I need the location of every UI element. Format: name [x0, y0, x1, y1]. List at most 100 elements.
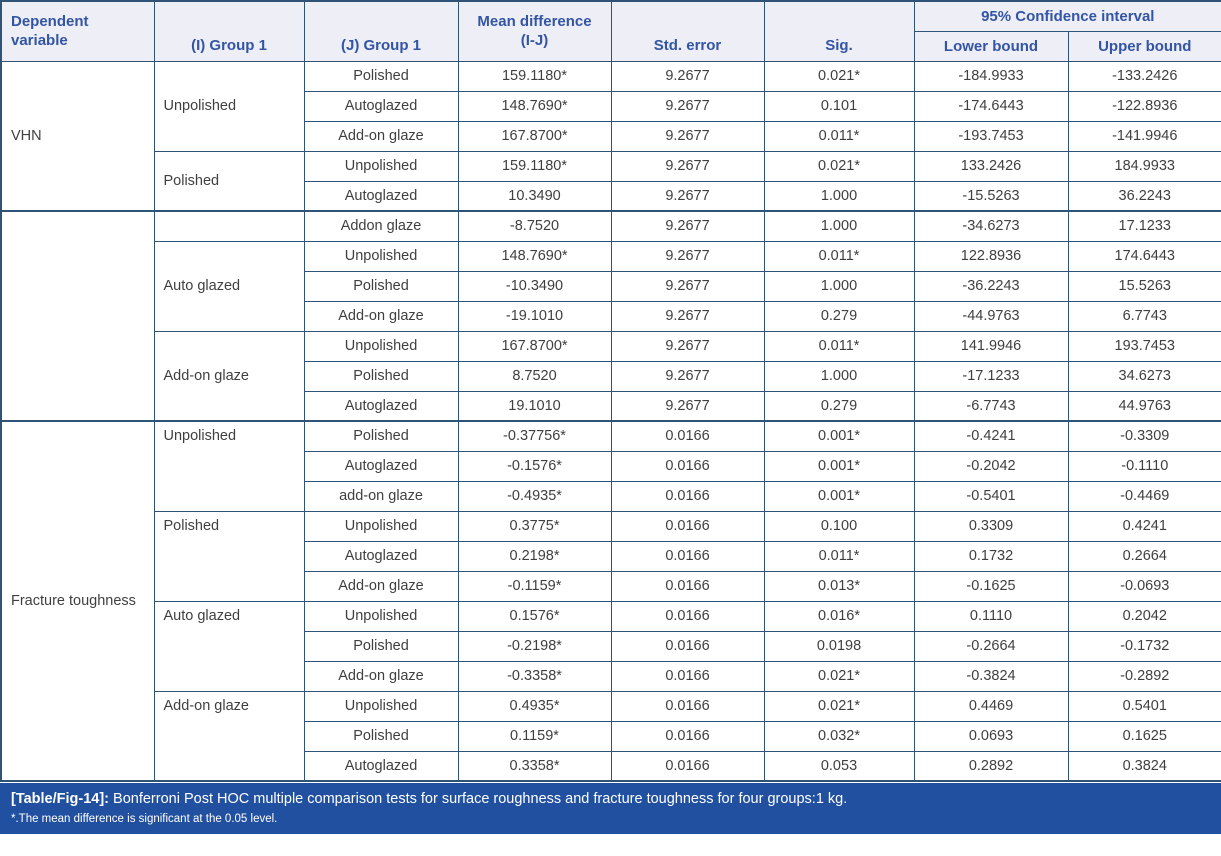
mean-difference-cell: 159.1180* [457, 150, 612, 182]
group-j-cell: Unpolished [303, 150, 459, 182]
table-row: Polished Unpolished 0.3775* 0.0166 0.100… [1, 510, 1221, 602]
upper-bound-cell: -0.1732 [1067, 630, 1221, 662]
mean-difference-cell: -0.2198* [457, 630, 612, 662]
lower-bound-cell: -36.2243 [913, 270, 1069, 302]
lower-bound-cell: -6.7743 [913, 390, 1069, 422]
group-i-cell: Unpolished [153, 60, 305, 152]
group-i-cell: Add-on glaze [153, 330, 305, 422]
table-row: Polished 0.1159* 0.0166 0.032* 0.0693 0.… [1, 720, 1221, 752]
table-row: Fracture toughness Unpolished Polished -… [0, 420, 1221, 782]
std-error-cell: 9.2677 [610, 240, 765, 272]
upper-bound-cell: 0.2664 [1067, 540, 1221, 572]
table-row: Add-on glaze 167.8700* 9.2677 0.011* -19… [1, 120, 1221, 152]
lower-bound-cell: -34.6273 [913, 210, 1069, 242]
mean-difference-cell: 10.3490 [457, 180, 612, 212]
upper-bound-cell: 0.3824 [1067, 750, 1221, 782]
std-error-cell: 9.2677 [610, 360, 765, 392]
group-i-cell: Polished [153, 150, 305, 212]
std-error-cell: 0.0166 [610, 600, 765, 632]
table-row: VHN Unpolished Polished 159.1180* 9.2677… [0, 60, 1221, 212]
lower-bound-cell: -193.7453 [913, 120, 1069, 152]
upper-bound-cell: -0.0693 [1067, 570, 1221, 602]
sig-cell: 1.000 [763, 270, 915, 302]
mean-difference-cell: -0.1576* [457, 450, 612, 482]
sig-cell: 0.279 [763, 390, 915, 422]
group-j-cell: Autoglazed [303, 540, 459, 572]
sig-cell: 0.011* [763, 120, 915, 152]
upper-bound-cell: 17.1233 [1067, 210, 1221, 242]
std-error-cell: 0.0166 [610, 420, 765, 452]
table-caption-bar: [Table/Fig-14]: Bonferroni Post HOC mult… [0, 782, 1221, 834]
mean-difference-cell: 148.7690* [457, 240, 612, 272]
group-j-cell: Polished [303, 360, 459, 392]
table-figure-tag: [Table/Fig-14]: [11, 791, 110, 807]
sig-cell: 0.101 [763, 90, 915, 122]
group-j-cell: Polished [303, 60, 459, 92]
table-row: Autoglazed -0.1576* 0.0166 0.001* -0.204… [1, 450, 1221, 482]
header-upper-bound: Upper bound [1067, 30, 1221, 62]
lower-bound-cell: -17.1233 [913, 360, 1069, 392]
header-j-group: (J) Group 1 [303, 0, 459, 62]
lower-bound-cell: 0.3309 [913, 510, 1069, 542]
header-mean-difference: Mean difference (I-J) [457, 0, 612, 62]
lower-bound-cell: 141.9946 [913, 330, 1069, 362]
group-j-cell: Unpolished [303, 690, 459, 722]
group-j-cell: Autoglazed [303, 180, 459, 212]
mean-difference-cell: 167.8700* [457, 120, 612, 152]
mean-difference-cell: 167.8700* [457, 330, 612, 362]
upper-bound-cell: 34.6273 [1067, 360, 1221, 392]
upper-bound-cell: -0.1110 [1067, 450, 1221, 482]
group-j-cell: Polished [303, 420, 459, 452]
std-error-cell: 0.0166 [610, 510, 765, 542]
lower-bound-cell: 0.4469 [913, 690, 1069, 722]
table-row: Add-on glaze Unpolished 167.8700* 9.2677… [1, 330, 1221, 422]
mean-difference-cell: 148.7690* [457, 90, 612, 122]
std-error-cell: 0.0166 [610, 540, 765, 572]
dependent-variable-cell: Fracture toughness [0, 420, 155, 782]
table-caption-text: Bonferroni Post HOC multiple comparison … [109, 791, 848, 807]
header-i-group: (I) Group 1 [153, 0, 305, 62]
upper-bound-cell: 44.9763 [1067, 390, 1221, 422]
posthoc-comparison-table: Dependent variable (I) Group 1 (J) Group… [0, 0, 1221, 782]
std-error-cell: 0.0166 [610, 450, 765, 482]
upper-bound-cell: -133.2426 [1067, 60, 1221, 92]
sig-cell: 0.279 [763, 300, 915, 332]
sig-cell: 0.011* [763, 240, 915, 272]
upper-bound-cell: 6.7743 [1067, 300, 1221, 332]
sig-cell: 1.000 [763, 210, 915, 242]
group-j-cell: Add-on glaze [303, 120, 459, 152]
group-j-cell: Add-on glaze [303, 300, 459, 332]
upper-bound-cell: 0.5401 [1067, 690, 1221, 722]
table-row: Autoglazed 10.3490 9.2677 1.000 -15.5263… [1, 180, 1221, 212]
lower-bound-cell: 0.0693 [913, 720, 1069, 752]
table-row: Add-on glaze -19.1010 9.2677 0.279 -44.9… [1, 300, 1221, 332]
std-error-cell: 9.2677 [610, 90, 765, 122]
table-row: Polished 8.7520 9.2677 1.000 -17.1233 34… [1, 360, 1221, 392]
sig-cell: 0.021* [763, 150, 915, 182]
header-dependent-variable: Dependent variable [0, 0, 155, 62]
upper-bound-cell: -141.9946 [1067, 120, 1221, 152]
dependent-variable-cell [0, 210, 155, 422]
group-j-cell: Unpolished [303, 510, 459, 542]
std-error-cell: 9.2677 [610, 270, 765, 302]
upper-bound-cell: 36.2243 [1067, 180, 1221, 212]
group-j-cell: Polished [303, 720, 459, 752]
std-error-cell: 0.0166 [610, 720, 765, 752]
lower-bound-cell: 122.8936 [913, 240, 1069, 272]
lower-bound-cell: -0.3824 [913, 660, 1069, 692]
std-error-cell: 9.2677 [610, 120, 765, 152]
header-std-error: Std. error [610, 0, 765, 62]
group-j-cell: Unpolished [303, 600, 459, 632]
lower-bound-cell: -15.5263 [913, 180, 1069, 212]
mean-difference-cell: -8.7520 [457, 210, 612, 242]
sig-cell: 0.053 [763, 750, 915, 782]
sig-cell: 0.021* [763, 690, 915, 722]
table-row: Autoglazed 148.7690* 9.2677 0.101 -174.6… [1, 90, 1221, 122]
sig-cell: 0.032* [763, 720, 915, 752]
table-caption: [Table/Fig-14]: Bonferroni Post HOC mult… [11, 790, 1210, 809]
table-header: Dependent variable (I) Group 1 (J) Group… [0, 0, 1221, 62]
lower-bound-cell: -0.2042 [913, 450, 1069, 482]
table-row: Add-on glaze -0.3358* 0.0166 0.021* -0.3… [1, 660, 1221, 692]
lower-bound-cell: -44.9763 [913, 300, 1069, 332]
sig-cell: 0.011* [763, 330, 915, 362]
